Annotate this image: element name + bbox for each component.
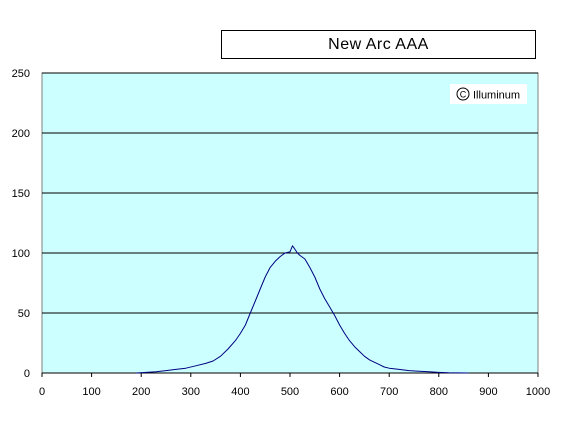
chart-title: New Arc AAA <box>221 30 536 59</box>
svg-text:C: C <box>460 90 467 100</box>
plot-area <box>41 72 539 374</box>
series-layer <box>136 245 469 374</box>
x-tick-label: 300 <box>182 386 200 398</box>
y-tick-label: 150 <box>12 188 30 200</box>
x-tick-label: 400 <box>231 386 249 398</box>
y-tick-label: 200 <box>12 128 30 140</box>
annotation-text: Illuminum <box>473 90 520 102</box>
x-tick-label: 500 <box>281 386 299 398</box>
x-tick-label: 900 <box>479 386 497 398</box>
y-tick-label: 100 <box>12 248 30 260</box>
copyright-icon <box>456 87 470 101</box>
x-tick-label: 0 <box>39 386 45 398</box>
y-axis-ticks: 0 50 100 150 200 250 <box>12 68 30 380</box>
y-tick-label: 250 <box>12 68 30 80</box>
y-tick-label: 0 <box>24 368 30 380</box>
series-line-0 <box>136 245 469 374</box>
x-tick-label: 600 <box>330 386 348 398</box>
x-tick-label: 200 <box>132 386 150 398</box>
x-tick-label: 1000 <box>526 386 550 398</box>
annotation-badge: C Illuminum <box>450 84 527 104</box>
x-axis-ticks: 0 100 200 300 400 500 600 700 800 900 1000 <box>39 373 550 398</box>
x-tick-label: 700 <box>380 386 398 398</box>
x-tick-label: 800 <box>430 386 448 398</box>
x-tick-label: 100 <box>82 386 100 398</box>
y-tick-label: 50 <box>18 308 30 320</box>
